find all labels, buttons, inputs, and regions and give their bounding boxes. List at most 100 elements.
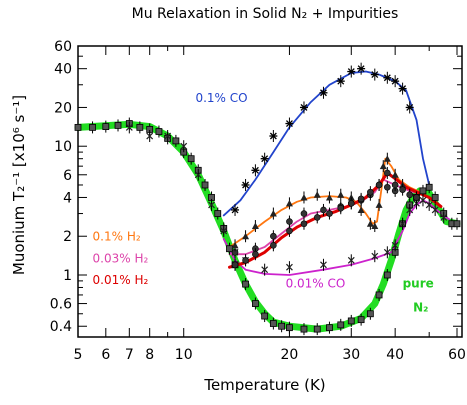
fit-curves	[74, 70, 461, 333]
data-point	[413, 191, 420, 204]
data-point	[270, 239, 277, 252]
curve-0-01-co	[222, 199, 451, 276]
y-tick-label: 2	[63, 229, 72, 245]
data-point	[405, 101, 414, 114]
data-point	[194, 168, 202, 181]
data-point	[300, 217, 308, 230]
x-tick-label: 10	[175, 347, 193, 363]
data-point	[220, 224, 228, 237]
data-point	[231, 203, 240, 216]
data-point	[383, 268, 391, 281]
series-label: 0.1% H₂	[93, 230, 141, 244]
data-point	[252, 248, 259, 261]
plot-frame	[77, 45, 463, 338]
data-point	[440, 211, 448, 224]
data-point	[398, 82, 407, 95]
data-point	[231, 239, 239, 252]
data-point	[366, 307, 374, 320]
series-labels: 0.1% CO 0.1% H₂ 0.03% H₂ 0.01% H₂ 0.01% CO pu…	[93, 91, 434, 314]
data-point	[261, 263, 269, 276]
data-point	[371, 250, 379, 263]
data-point	[337, 318, 345, 331]
data-points	[74, 62, 461, 336]
data-point	[286, 321, 293, 334]
data-point	[251, 164, 260, 177]
curve-0-01-h-	[228, 171, 443, 269]
data-point	[406, 188, 413, 201]
data-point	[300, 191, 308, 204]
data-point	[270, 230, 277, 243]
data-point	[155, 125, 163, 138]
data-point	[326, 321, 333, 334]
data-point	[269, 207, 277, 220]
data-point	[431, 191, 439, 204]
data-point	[214, 207, 222, 220]
data-point	[425, 181, 433, 194]
data-point	[89, 121, 96, 134]
data-point	[357, 192, 365, 205]
data-point	[114, 119, 122, 132]
data-point	[226, 242, 233, 255]
data-point	[347, 65, 356, 78]
data-point	[208, 198, 215, 211]
data-point	[187, 152, 195, 165]
data-point	[357, 313, 365, 326]
data-point	[136, 121, 144, 134]
data-point	[102, 120, 110, 133]
x-tick-label: 6	[101, 347, 110, 363]
data-point	[383, 71, 392, 84]
curve-0-1-h-	[228, 157, 424, 248]
data-point	[269, 130, 278, 143]
data-point	[406, 203, 414, 216]
data-point	[320, 258, 327, 271]
data-point	[74, 121, 82, 134]
y-tick-label: 1	[63, 268, 72, 284]
data-point	[375, 198, 383, 211]
data-point	[399, 183, 406, 196]
series-label: pure	[403, 276, 434, 290]
data-point	[326, 207, 333, 220]
data-point	[337, 188, 345, 201]
data-point	[453, 217, 461, 230]
data-point	[325, 191, 333, 204]
y-tick-label: 20	[54, 100, 72, 116]
y-tick-label: 4	[63, 190, 72, 206]
data-point	[375, 178, 383, 191]
y-tick-label: 60	[54, 39, 72, 55]
data-point	[336, 75, 345, 88]
x-tick-label: 30	[342, 347, 360, 363]
data-point	[286, 224, 293, 237]
x-tick-label: 20	[281, 347, 299, 363]
data-point	[313, 323, 321, 336]
x-tick-label: 60	[448, 347, 466, 363]
data-point	[300, 207, 308, 220]
data-point	[242, 254, 249, 267]
x-tick-label: 8	[145, 347, 154, 363]
data-point	[164, 130, 172, 143]
series-label: 0.1% CO	[195, 91, 247, 105]
data-point	[347, 197, 355, 210]
data-point	[320, 203, 327, 216]
data-point	[231, 258, 239, 271]
data-point	[367, 186, 374, 199]
series-label: 0.03% H₂	[93, 252, 149, 266]
data-point	[375, 288, 383, 301]
y-tick-label: 10	[54, 139, 72, 155]
data-point	[384, 181, 391, 194]
data-point	[242, 230, 250, 243]
chart-title: Mu Relaxation in Solid N₂ + Impurities	[132, 6, 399, 22]
data-point	[371, 220, 379, 233]
data-point	[278, 320, 286, 333]
y-tick-label: 40	[54, 62, 72, 78]
data-point	[313, 211, 321, 224]
series-label: 0.01% CO	[286, 276, 346, 290]
data-point	[261, 310, 269, 323]
data-point	[201, 178, 209, 191]
x-tick-label: 40	[386, 347, 404, 363]
data-point	[391, 239, 399, 252]
y-tick-label: 0.6	[50, 297, 72, 313]
x-tick-label: 5	[74, 347, 83, 363]
data-point	[319, 86, 328, 99]
data-point	[391, 75, 400, 88]
